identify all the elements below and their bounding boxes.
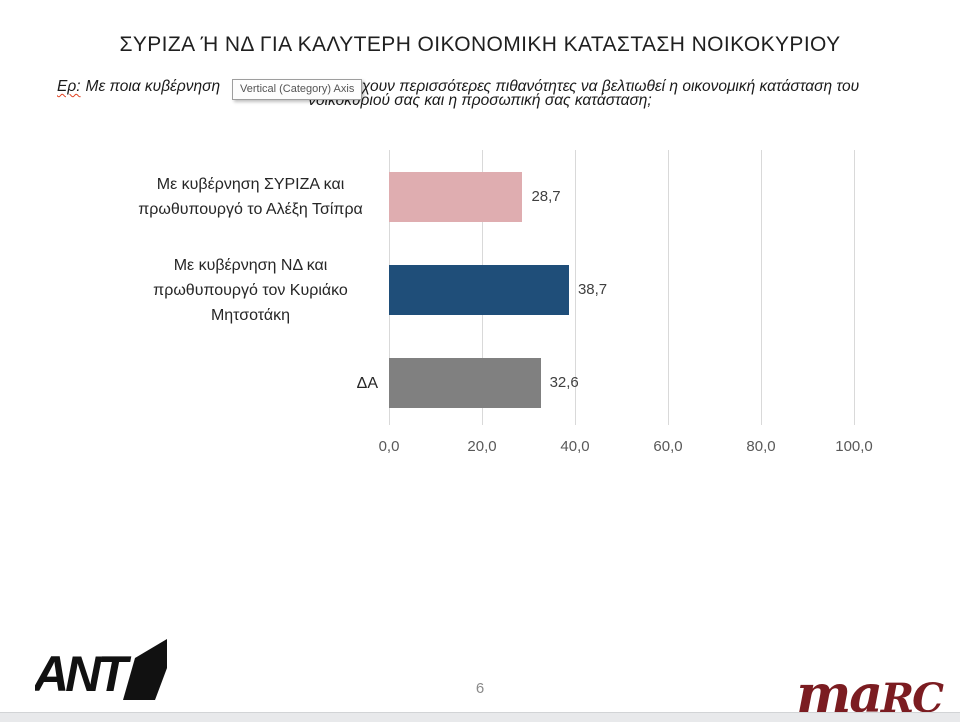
x-axis-tick: 100,0 [835, 438, 873, 455]
gridline [668, 150, 669, 425]
question-before-tooltip: Με ποια κυβέρνηση [85, 78, 221, 95]
axis-hover-tooltip: Vertical (Category) Axis [232, 79, 363, 100]
x-axis[interactable]: 0,0 20,0 40,0 60,0 80,0 100,0 [379, 438, 873, 458]
x-axis-tick: 60,0 [653, 438, 683, 455]
x-axis-tick: 20,0 [467, 438, 497, 455]
category-label-da[interactable]: ΔΑ [357, 358, 378, 408]
question-line-2: νοικοκυριού σας και η προσωπική σας κατά… [308, 92, 652, 109]
bottom-strip [0, 712, 960, 722]
ant1-logo: ANT [31, 638, 167, 702]
bar-chart-plot-area[interactable]: 28,7 38,7 32,6 0,0 20,0 40,0 60,0 80,0 1… [379, 150, 873, 455]
category-label-nd[interactable]: Με κυβέρνηση ΝΔ και πρωθυπουργό τον Κυρι… [123, 257, 378, 324]
bar-syriza[interactable] [389, 172, 523, 222]
page-number: 6 [475, 680, 485, 697]
bar-nd[interactable] [389, 265, 569, 315]
category-label-syriza[interactable]: Με κυβέρνηση ΣΥΡΙΖΑ και πρωθυπουργό το Α… [123, 172, 378, 222]
category-label-text: Με κυβέρνηση ΣΥΡΙΖΑ και πρωθυπουργό το Α… [138, 176, 363, 218]
question-prefix: Ερ: [57, 78, 81, 95]
bar-da[interactable] [389, 358, 541, 408]
ant1-logo-text: ANT [35, 646, 132, 700]
question-line-1: Ερ: Με ποια κυβέρνηση άρχουν περισσότερες … [57, 78, 937, 95]
value-label-da: 32,6 [549, 374, 579, 391]
ant1-logo-graphic: ANT [31, 639, 167, 702]
question-after-tooltip: άρχουν περισσότερες πιθανότητες να βελτι… [344, 78, 860, 95]
value-label-syriza: 28,7 [531, 188, 561, 205]
question-text[interactable]: Ερ: Με ποια κυβέρνηση άρχουν περισσότερες … [57, 78, 937, 109]
gridline [575, 150, 576, 425]
page-title[interactable]: ΣΥΡΙΖΑ Ή ΝΔ ΓΙΑ ΚΑΛΥΤΕΡΗ ΟΙΚΟΝΟΜΙΚΗ ΚΑΤΑ… [119, 33, 841, 56]
category-label-text: ΔΑ [356, 374, 378, 392]
x-axis-tick: 80,0 [746, 438, 776, 455]
gridline [761, 150, 762, 425]
category-label-text: Με κυβέρνηση ΝΔ και πρωθυπουργό τον Κυρι… [153, 256, 348, 324]
x-axis-tick: 0,0 [378, 438, 400, 455]
ant1-logo-one-shape [123, 639, 167, 700]
x-axis-tick: 40,0 [560, 438, 590, 455]
gridline [854, 150, 855, 425]
value-label-nd: 38,7 [577, 281, 608, 298]
